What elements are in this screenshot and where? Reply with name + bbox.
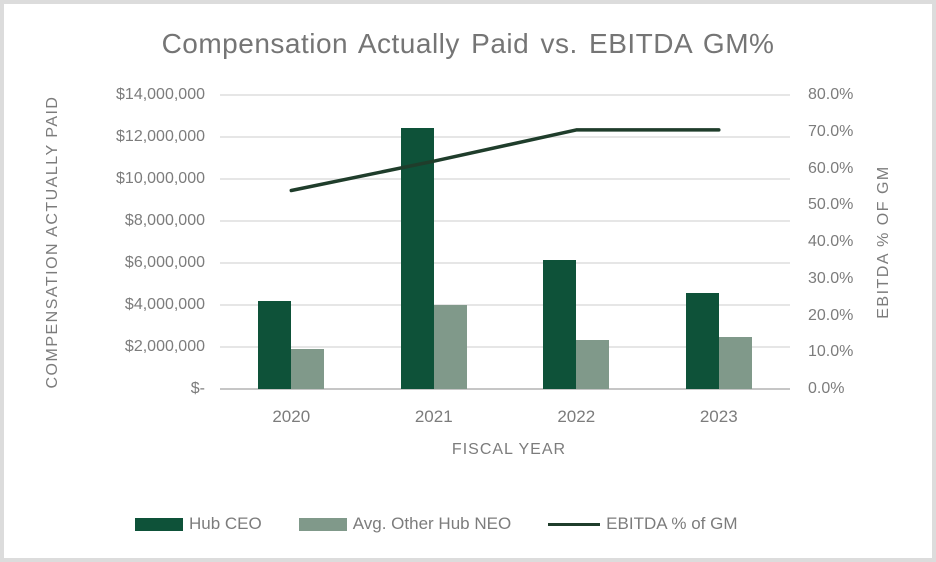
bar-hub-ceo-2020	[258, 300, 292, 389]
gridline	[220, 262, 790, 264]
left-axis-tick-label: $10,000,000	[116, 170, 205, 187]
left-axis-tick-label: $8,000,000	[124, 212, 205, 229]
right-axis-tick-label: 10.0%	[808, 343, 854, 361]
legend-label: EBITDA % of GM	[606, 514, 738, 533]
x-axis-tick-label-2022: 2022	[557, 407, 596, 426]
left-axis-tick-label: $4,000,000	[124, 296, 205, 313]
legend-label: Hub CEO	[189, 514, 262, 533]
x-axis-tick-label-2021: 2021	[414, 407, 453, 426]
x-axis-title: FISCAL YEAR	[451, 441, 567, 458]
legend-bar-swatch	[135, 517, 183, 531]
bar-hub-ceo-2022	[543, 259, 577, 389]
gridline	[220, 220, 790, 222]
legend-item-avg-other-hub-neo: Avg. Other Hub NEO	[298, 514, 512, 534]
left-axis-tick-label: $-	[190, 380, 205, 397]
legend-item-ebitda-of-gm: EBITDA % of GM	[548, 514, 737, 534]
bar-avg-other-hub-neo-2020	[291, 349, 325, 389]
right-axis-tick-label: 40.0%	[808, 233, 854, 250]
legend-bar-swatch	[298, 517, 347, 531]
gridline	[220, 346, 790, 348]
bar-avg-other-hub-neo-2022	[576, 339, 610, 389]
right-axis-tick-label: 70.0%	[808, 122, 854, 140]
right-axis-tick-label: 80.0%	[808, 86, 854, 103]
legend-line-swatch	[548, 522, 601, 526]
chart-title: Compensation Actually Paid vs. EBITDA GM…	[161, 28, 775, 59]
x-axis-tick-label-2020: 2020	[272, 407, 311, 426]
left-axis-tick-label: $6,000,000	[124, 254, 205, 271]
bar-avg-other-hub-neo-2023	[718, 336, 752, 389]
legend: Hub CEO Avg. Other Hub NEO EBITDA % of GM	[135, 514, 737, 534]
right-axis-tick-label: 0.0%	[808, 380, 845, 397]
legend-label: Avg. Other Hub NEO	[352, 514, 512, 533]
right-axis-tick-label: 30.0%	[808, 269, 854, 287]
x-axis-tick-labels: 2020 2021 2022 2023	[220, 407, 790, 429]
line-path	[289, 128, 721, 193]
right-axis-tick-label: 50.0%	[808, 196, 854, 214]
gridline	[220, 136, 790, 138]
bar-hub-ceo-2023	[685, 293, 719, 389]
left-axis-tick-labels: $- $2,000,000 $4,000,000 $6,000,000 $8,000,0…	[4, 86, 205, 397]
x-axis-line	[220, 388, 790, 390]
left-axis-tick-label: $2,000,000	[124, 338, 205, 355]
gridline	[220, 304, 790, 306]
line-series-ebitda-of-gm	[289, 128, 721, 193]
bar-avg-other-hub-neo-2021	[433, 305, 467, 389]
gridline	[220, 94, 790, 96]
x-axis-tick-label-2023: 2023	[699, 407, 738, 426]
bar-hub-ceo-2021	[400, 127, 434, 389]
left-axis-tick-label: $14,000,000	[116, 86, 205, 103]
right-axis-tick-label: 60.0%	[808, 159, 854, 177]
plot-area	[220, 94, 790, 390]
right-axis-tick-labels: 0.0% 10.0% 20.0% 30.0% 40.0% 50.0% 60.0% 70.0% 8…	[808, 86, 898, 397]
gridline	[220, 178, 790, 180]
right-axis-tick-label: 20.0%	[808, 306, 854, 324]
left-axis-tick-label: $12,000,000	[116, 128, 205, 145]
legend-item-hub-ceo: Hub CEO	[135, 514, 262, 534]
